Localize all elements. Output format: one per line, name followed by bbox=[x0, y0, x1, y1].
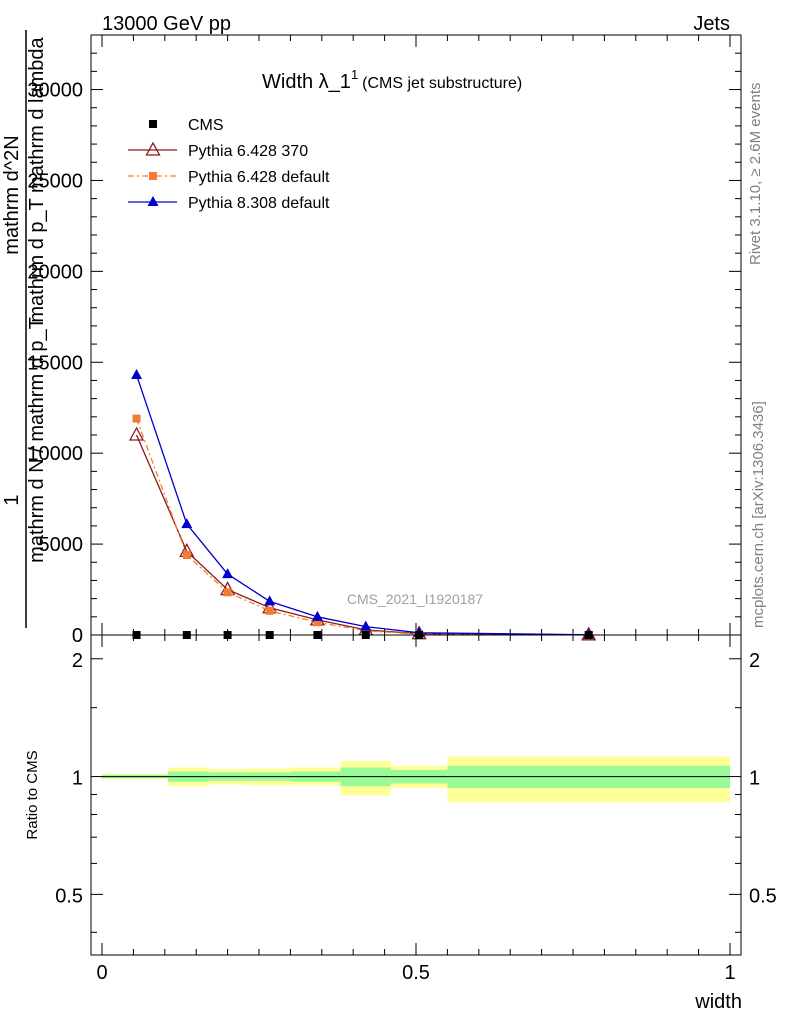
main-ytick-label: 25000 bbox=[27, 170, 83, 192]
data-point bbox=[131, 369, 143, 379]
main-ytick-label: 10000 bbox=[27, 443, 83, 465]
series-pythia-6-428-370 bbox=[128, 426, 597, 641]
main-ytick-label: 20000 bbox=[27, 261, 83, 283]
legend-label: CMS bbox=[188, 117, 224, 134]
chart-title-main: Width λ_1 bbox=[262, 71, 351, 93]
rivet-label: Rivet 3.1.10, ≥ 2.6M events bbox=[747, 83, 764, 266]
chart-title-sup: 1 bbox=[351, 67, 358, 82]
data-point bbox=[181, 518, 193, 529]
legend-entry: CMS bbox=[149, 117, 224, 134]
main-ytick-label: 5000 bbox=[39, 534, 84, 556]
header-left: 13000 GeV pp bbox=[102, 13, 231, 35]
main-ytick-label: 0 bbox=[72, 625, 83, 647]
series-line bbox=[135, 434, 589, 636]
ylabel-dn-dpt: mathrm d N / mathrm d p_T bbox=[26, 317, 48, 563]
x-tick-label: 0.5 bbox=[402, 962, 430, 984]
legend-marker bbox=[147, 196, 159, 206]
data-point bbox=[313, 618, 322, 627]
ratio-ytick-label-right: 1 bbox=[749, 768, 760, 790]
ylabel-dpt-dlambda: mathrm d p_T mathrm d lambda bbox=[26, 36, 48, 322]
ylabel-d2n: mathrm d^2N bbox=[1, 135, 23, 254]
data-point bbox=[182, 551, 191, 559]
ratio-ytick-label-right: 0.5 bbox=[749, 885, 777, 907]
legend: CMS Pythia 6.428 370 Pythia 6.428 default P… bbox=[128, 117, 330, 212]
legend-label: Pythia 6.428 370 bbox=[188, 143, 308, 160]
x-tick-label: 0 bbox=[96, 962, 107, 984]
main-axes: 0 5000 10000 15000 20000 25000 30000 bbox=[27, 35, 741, 647]
ratio-bands bbox=[102, 756, 730, 803]
chart-title: Width λ_11 (CMS jet substructure) bbox=[262, 67, 522, 93]
ratio-ytick-label: 0.5 bbox=[55, 885, 83, 907]
ylabel-one: 1 bbox=[1, 494, 23, 505]
legend-entry: Pythia 6.428 370 bbox=[128, 141, 308, 160]
ratio-ylabel: Ratio to CMS bbox=[24, 750, 41, 839]
x-tick-label: 1 bbox=[724, 962, 735, 984]
legend-marker bbox=[149, 172, 157, 180]
legend-entry: Pythia 8.308 default bbox=[128, 195, 330, 212]
ratio-ytick-label: 1 bbox=[72, 768, 83, 790]
main-ytick-label: 15000 bbox=[27, 352, 83, 374]
series-line bbox=[135, 374, 589, 636]
data-point bbox=[222, 568, 234, 579]
chart-subtitle: (CMS jet substructure) bbox=[362, 75, 522, 92]
series-line bbox=[135, 418, 589, 636]
legend-label: Pythia 8.308 default bbox=[188, 195, 330, 212]
main-ylabel: 1 mathrm d N / mathrm d p_T mathrm d^2N … bbox=[1, 30, 48, 628]
mcplots-label: mcplots.cern.ch [arXiv:1306.3436] bbox=[750, 401, 767, 628]
legend-label: Pythia 6.428 default bbox=[188, 169, 330, 186]
ratio-ytick-label-right: 2 bbox=[749, 650, 760, 672]
data-point bbox=[360, 620, 372, 631]
data-point bbox=[311, 610, 323, 621]
header-right: Jets bbox=[693, 13, 730, 35]
x-axis-label: width bbox=[694, 991, 742, 1013]
data-point bbox=[223, 588, 232, 597]
legend-marker bbox=[145, 141, 161, 156]
data-point bbox=[264, 595, 276, 606]
data-point bbox=[361, 626, 370, 635]
main-ytick-label: 30000 bbox=[27, 80, 83, 102]
data-point bbox=[132, 414, 141, 423]
legend-marker bbox=[149, 120, 157, 128]
watermark: CMS_2021_I1920187 bbox=[347, 591, 483, 607]
data-point bbox=[128, 426, 145, 441]
ratio-axes: 0.5 0.5 1 1 2 2 0 0.5 1 bbox=[55, 635, 777, 984]
legend-entry: Pythia 6.428 default bbox=[128, 169, 330, 186]
ratio-ytick-label: 2 bbox=[72, 650, 83, 672]
data-point bbox=[265, 606, 274, 615]
